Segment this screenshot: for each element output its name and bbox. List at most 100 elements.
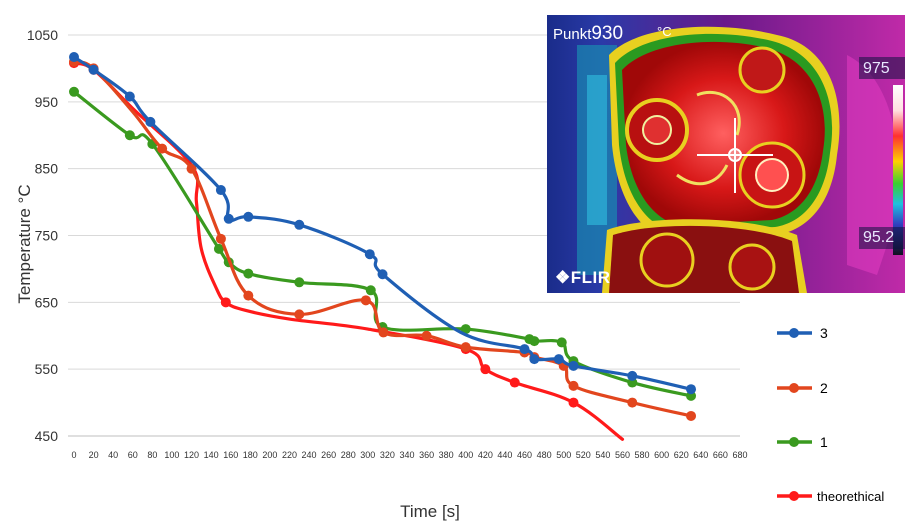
data-point	[220, 297, 231, 308]
data-point	[460, 324, 471, 335]
thermal-unit: °C	[657, 24, 672, 39]
data-point	[480, 364, 491, 375]
data-point	[553, 354, 564, 365]
flir-logo: ❖FLIR	[555, 268, 611, 287]
legend-label: 3	[820, 325, 828, 341]
x-tick-label: 500	[556, 450, 571, 460]
series-lines	[69, 52, 697, 441]
data-point	[215, 233, 226, 244]
data-point	[627, 370, 638, 381]
data-point	[529, 336, 540, 347]
x-tick-label: 300	[360, 450, 375, 460]
x-tick-label: 680	[732, 450, 747, 460]
thermal-point-readout: Punkt930	[553, 23, 624, 44]
data-point	[568, 380, 579, 391]
data-point	[124, 91, 135, 102]
data-point	[243, 268, 254, 279]
legend-marker	[789, 437, 799, 447]
data-point	[365, 285, 376, 296]
crosshair-icon	[697, 118, 773, 193]
x-axis-label: Time [s]	[400, 502, 460, 521]
x-tick-label: 360	[419, 450, 434, 460]
data-point	[686, 410, 697, 421]
x-tick-label: 20	[89, 450, 99, 460]
thermal-scale-min: 95.2	[863, 229, 895, 246]
y-axis-label: Temperature °C	[15, 184, 34, 303]
x-tick-label: 460	[517, 450, 532, 460]
data-point	[186, 163, 197, 174]
data-point	[556, 337, 567, 348]
data-point	[627, 397, 638, 408]
x-tick-label: 520	[576, 450, 591, 460]
data-point	[243, 290, 254, 301]
legend-marker	[789, 328, 799, 338]
legend: 3 2 1 theorethical	[777, 325, 884, 504]
data-point	[223, 213, 234, 224]
data-point	[529, 354, 540, 365]
x-tick-label: 380	[439, 450, 454, 460]
x-tick-label: 580	[635, 450, 650, 460]
x-tick-label: 0	[71, 450, 76, 460]
legend-marker	[789, 383, 799, 393]
data-point	[360, 295, 371, 306]
thermal-scene	[547, 15, 905, 293]
data-point	[509, 377, 520, 388]
y-tick-label: 550	[35, 361, 59, 377]
data-point	[69, 52, 79, 63]
x-tick-label: 320	[380, 450, 395, 460]
data-point	[294, 219, 305, 230]
thermal-scale-max: 975	[863, 60, 890, 77]
series-line-theorethical	[72, 61, 625, 441]
data-point	[377, 269, 388, 280]
x-tick-label: 100	[164, 450, 179, 460]
temperature-scale-bar	[893, 85, 903, 255]
x-tick-label: 40	[108, 450, 118, 460]
x-tick-label: 400	[458, 450, 473, 460]
data-point	[568, 397, 579, 408]
x-tick-label: 440	[497, 450, 512, 460]
x-tick-labels: 0 20 40 60 80 100 120 140 160 180 200 220 240 260 280 3…	[71, 450, 747, 460]
x-tick-label: 480	[537, 450, 552, 460]
x-tick-label: 640	[693, 450, 708, 460]
x-tick-label: 220	[282, 450, 297, 460]
x-tick-label: 620	[674, 450, 689, 460]
y-tick-label: 650	[35, 294, 59, 310]
x-tick-label: 600	[654, 450, 669, 460]
data-point	[460, 342, 471, 353]
x-tick-label: 160	[223, 450, 238, 460]
x-tick-label: 560	[615, 450, 630, 460]
x-tick-label: 80	[147, 450, 157, 460]
data-point	[364, 249, 375, 260]
data-point	[421, 330, 432, 341]
x-tick-label: 540	[595, 450, 610, 460]
legend-label: 1	[820, 434, 828, 450]
data-point	[213, 243, 224, 254]
data-point	[145, 116, 156, 127]
x-tick-label: 140	[204, 450, 219, 460]
flir-logo-icon: ❖	[555, 268, 571, 287]
data-point	[686, 384, 697, 395]
data-point	[378, 327, 389, 338]
x-tick-label: 180	[243, 450, 258, 460]
x-tick-label: 260	[321, 450, 336, 460]
data-point	[294, 309, 305, 320]
gridlines	[68, 34, 740, 370]
x-tick-label: 60	[128, 450, 138, 460]
y-tick-label: 1050	[27, 27, 58, 43]
y-tick-labels: 450 550 650 750 850 950 1050	[27, 27, 58, 444]
data-point	[215, 185, 226, 196]
y-tick-label: 850	[35, 161, 59, 177]
data-point	[157, 143, 168, 154]
data-point	[519, 344, 530, 355]
y-tick-label: 950	[35, 94, 59, 110]
x-tick-label: 200	[262, 450, 277, 460]
data-point	[294, 277, 305, 288]
data-point	[124, 130, 135, 141]
x-tick-label: 120	[184, 450, 199, 460]
data-point	[69, 86, 79, 97]
thermal-camera-image: Punkt930 °C 975 95.2 ❖FLIR	[547, 15, 905, 293]
legend-label: 2	[820, 380, 828, 396]
x-tick-label: 340	[399, 450, 414, 460]
x-tick-label: 280	[341, 450, 356, 460]
